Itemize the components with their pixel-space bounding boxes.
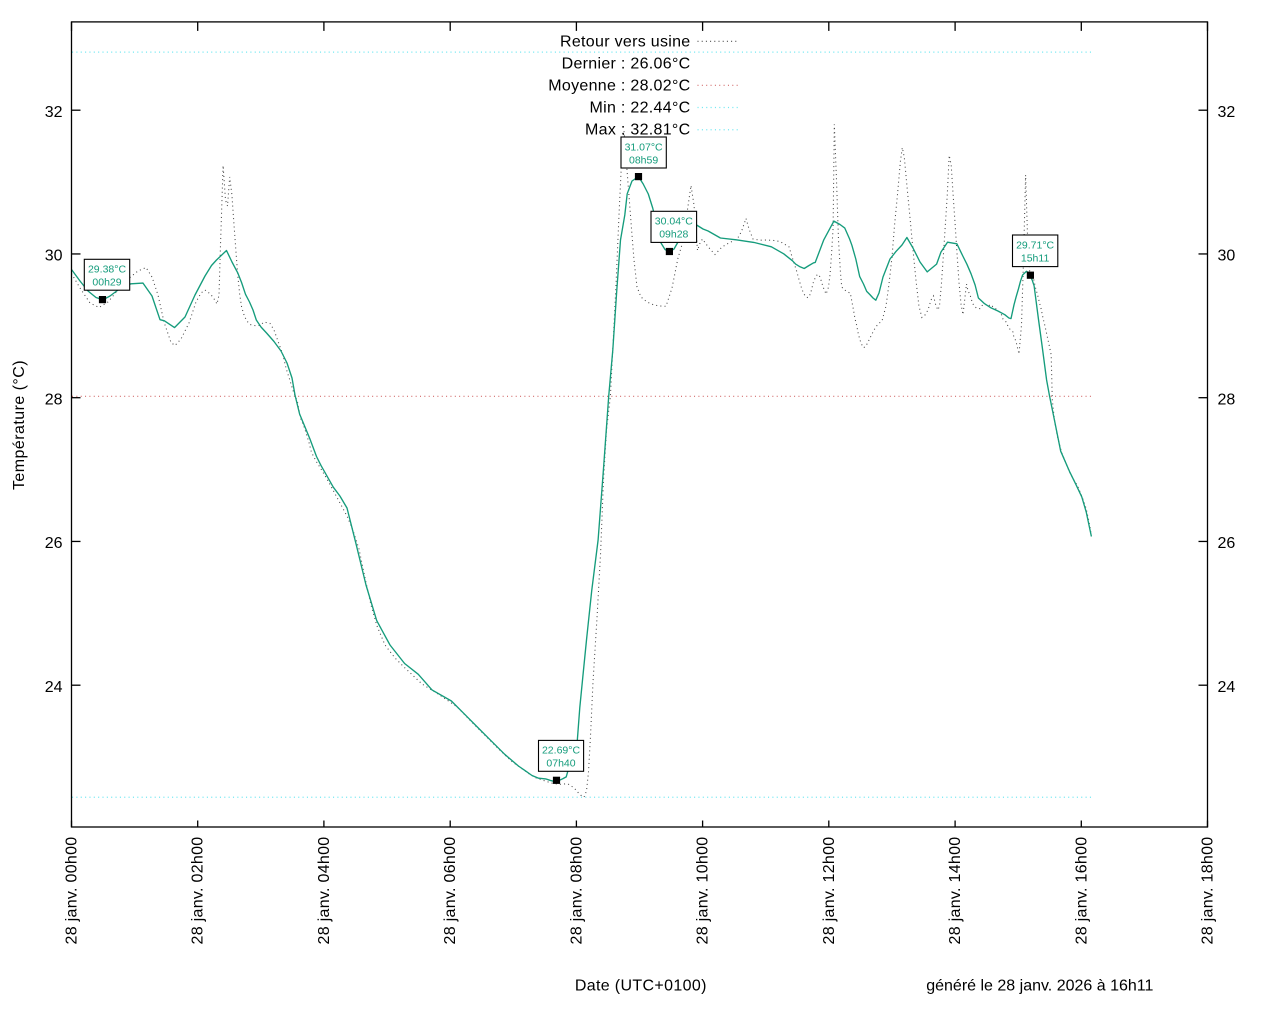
svg-text:24: 24 xyxy=(45,679,63,696)
svg-text:32: 32 xyxy=(1218,104,1236,121)
svg-text:Moyenne : 28.02°C: Moyenne : 28.02°C xyxy=(548,77,690,94)
svg-text:31.07°C: 31.07°C xyxy=(625,141,663,153)
svg-text:28 janv. 06h00: 28 janv. 06h00 xyxy=(442,837,459,945)
svg-text:30: 30 xyxy=(45,248,63,265)
svg-text:15h11: 15h11 xyxy=(1021,252,1050,264)
svg-text:28 janv. 00h00: 28 janv. 00h00 xyxy=(64,837,81,945)
svg-text:généré le 28 janv. 2026 à 16h1: généré le 28 janv. 2026 à 16h11 xyxy=(926,978,1153,995)
svg-text:07h40: 07h40 xyxy=(546,758,575,770)
svg-text:30.04°C: 30.04°C xyxy=(655,216,693,228)
svg-text:Max : 32.81°C: Max : 32.81°C xyxy=(585,122,690,139)
svg-text:Dernier : 26.06°C: Dernier : 26.06°C xyxy=(562,55,691,72)
svg-text:28 janv. 12h00: 28 janv. 12h00 xyxy=(821,837,838,945)
svg-text:28 janv. 10h00: 28 janv. 10h00 xyxy=(695,837,712,945)
svg-text:28 janv. 18h00: 28 janv. 18h00 xyxy=(1200,837,1217,945)
svg-text:28 janv. 04h00: 28 janv. 04h00 xyxy=(316,837,333,945)
svg-text:30: 30 xyxy=(1218,248,1236,265)
svg-text:28 janv. 08h00: 28 janv. 08h00 xyxy=(568,837,585,945)
svg-text:Retour vers usine: Retour vers usine xyxy=(560,33,691,50)
svg-text:26: 26 xyxy=(45,535,63,552)
svg-text:22.69°C: 22.69°C xyxy=(542,745,580,757)
svg-text:28: 28 xyxy=(45,391,63,408)
svg-text:32: 32 xyxy=(45,104,63,121)
svg-text:29.71°C: 29.71°C xyxy=(1016,239,1054,251)
svg-text:28: 28 xyxy=(1218,391,1236,408)
svg-text:Min : 22.44°C: Min : 22.44°C xyxy=(589,100,690,117)
svg-text:09h28: 09h28 xyxy=(659,229,688,241)
svg-text:Température (°C): Température (°C) xyxy=(11,360,28,490)
svg-text:00h29: 00h29 xyxy=(92,277,121,289)
svg-text:Date (UTC+0100): Date (UTC+0100) xyxy=(575,978,707,995)
svg-text:28 janv. 14h00: 28 janv. 14h00 xyxy=(947,837,964,945)
svg-text:29.38°C: 29.38°C xyxy=(88,264,126,276)
svg-text:26: 26 xyxy=(1218,535,1236,552)
svg-text:28 janv. 16h00: 28 janv. 16h00 xyxy=(1073,837,1090,945)
svg-text:28 janv. 02h00: 28 janv. 02h00 xyxy=(190,837,207,945)
svg-text:08h59: 08h59 xyxy=(629,154,658,166)
svg-text:24: 24 xyxy=(1218,679,1236,696)
